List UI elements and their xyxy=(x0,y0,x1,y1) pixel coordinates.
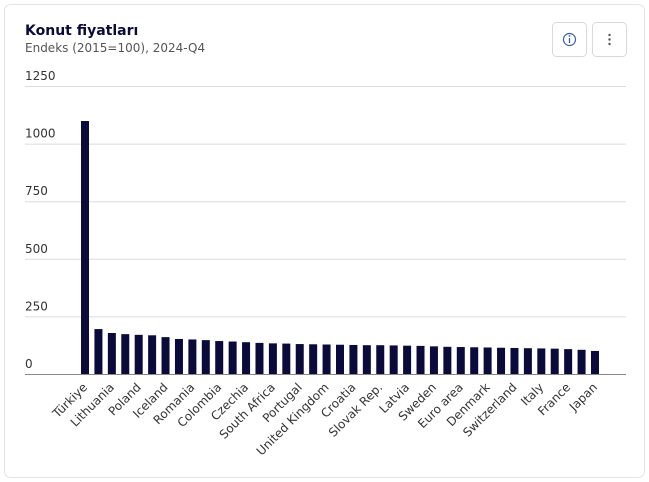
bar xyxy=(201,340,210,374)
bar xyxy=(443,346,452,374)
bar xyxy=(161,337,170,374)
bar xyxy=(121,334,130,374)
y-tick-label: 750 xyxy=(25,184,48,198)
chart-subtitle: Endeks (2015=100), 2024-Q4 xyxy=(25,41,205,55)
bar xyxy=(107,332,116,374)
bar xyxy=(523,348,532,374)
bar xyxy=(470,347,479,374)
chart-title: Konut fiyatları xyxy=(25,23,138,39)
bar xyxy=(389,345,398,374)
bar xyxy=(134,334,143,374)
bar xyxy=(376,345,385,374)
bar xyxy=(403,345,412,374)
bar xyxy=(416,345,425,374)
bar xyxy=(322,344,331,374)
y-tick-label: 250 xyxy=(25,299,48,313)
bar xyxy=(309,344,318,374)
bar xyxy=(497,347,506,374)
y-tick-label: 1250 xyxy=(25,69,56,83)
bar xyxy=(362,345,371,374)
bar xyxy=(429,346,438,374)
bar xyxy=(282,343,291,374)
bar xyxy=(577,349,586,374)
bar xyxy=(537,348,546,374)
y-tick-label: 1000 xyxy=(25,127,56,141)
bar xyxy=(148,335,157,374)
bar xyxy=(510,347,519,374)
bar xyxy=(94,329,103,374)
bar xyxy=(228,341,237,374)
bar xyxy=(336,344,344,374)
bar xyxy=(174,338,183,374)
bar xyxy=(268,343,277,374)
bar xyxy=(483,347,492,374)
y-tick-label: 0 xyxy=(25,357,33,371)
menu-button[interactable] xyxy=(592,22,627,57)
bar xyxy=(456,347,465,374)
bar xyxy=(215,341,224,374)
bar xyxy=(550,348,559,374)
y-tick-label: 500 xyxy=(25,242,48,256)
bar xyxy=(188,339,197,374)
bar xyxy=(255,342,264,374)
bar xyxy=(590,350,599,374)
bar xyxy=(564,349,573,374)
bar xyxy=(295,344,304,374)
info-button[interactable] xyxy=(552,22,587,57)
bar xyxy=(349,344,358,374)
bar xyxy=(81,121,90,374)
bar xyxy=(242,342,251,374)
